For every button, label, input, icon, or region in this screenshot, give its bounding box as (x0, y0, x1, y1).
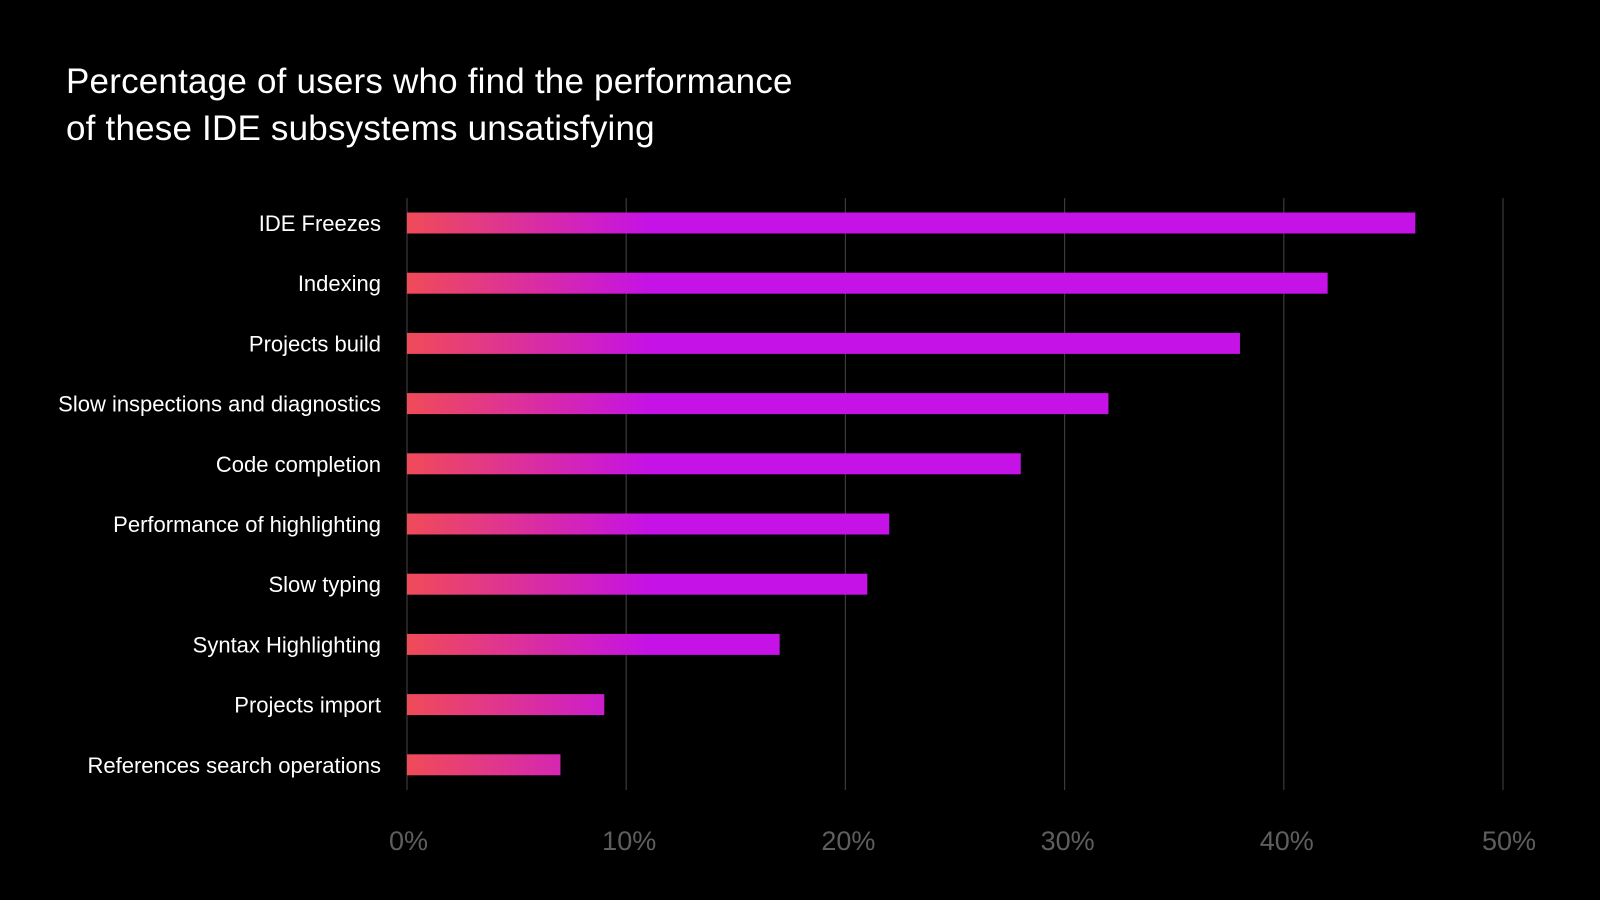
category-label: Syntax Highlighting (193, 632, 381, 657)
category-label: IDE Freezes (259, 211, 381, 236)
category-labels: IDE Freezes Indexing Projects build Slow in… (58, 211, 381, 778)
x-tick-label: 30% (1041, 826, 1095, 856)
bars (407, 212, 1416, 776)
chart-title-line-1: Percentage of users who find the perform… (66, 62, 793, 101)
x-axis-tick-labels: 0% 10% 20% 30% 40% 50% (389, 826, 1536, 856)
x-tick-label: 0% (389, 826, 428, 856)
bar-slow-typing (407, 573, 868, 595)
category-label: Projects build (249, 331, 381, 356)
x-tick-label: 20% (821, 826, 875, 856)
bar-syntax-highlighting (407, 633, 780, 655)
category-label: References search operations (88, 753, 382, 778)
chart-title: Percentage of users who find the perform… (66, 58, 966, 152)
bar-ide-freezes (407, 212, 1416, 234)
category-label: Slow typing (268, 572, 381, 597)
category-label: Slow inspections and diagnostics (58, 392, 381, 417)
bar-code-completion (407, 453, 1021, 475)
x-tick-label: 50% (1482, 826, 1536, 856)
chart-title-line-2: of these IDE subsystems unsatisfying (66, 109, 655, 148)
category-label: Performance of highlighting (113, 512, 381, 537)
bar-projects-import (407, 694, 605, 716)
bar-projects-build (407, 332, 1240, 354)
category-label: Code completion (216, 452, 381, 477)
bar-slow-inspections-and-diagnostics (407, 393, 1109, 415)
bar-indexing (407, 272, 1328, 294)
x-tick-label: 40% (1260, 826, 1314, 856)
category-label: Indexing (298, 271, 381, 296)
x-tick-label: 10% (602, 826, 656, 856)
category-label: Projects import (234, 693, 381, 718)
grid-lines (406, 198, 1504, 790)
bar-performance-of-highlighting (407, 513, 890, 535)
bar-references-search-operations (407, 754, 561, 776)
